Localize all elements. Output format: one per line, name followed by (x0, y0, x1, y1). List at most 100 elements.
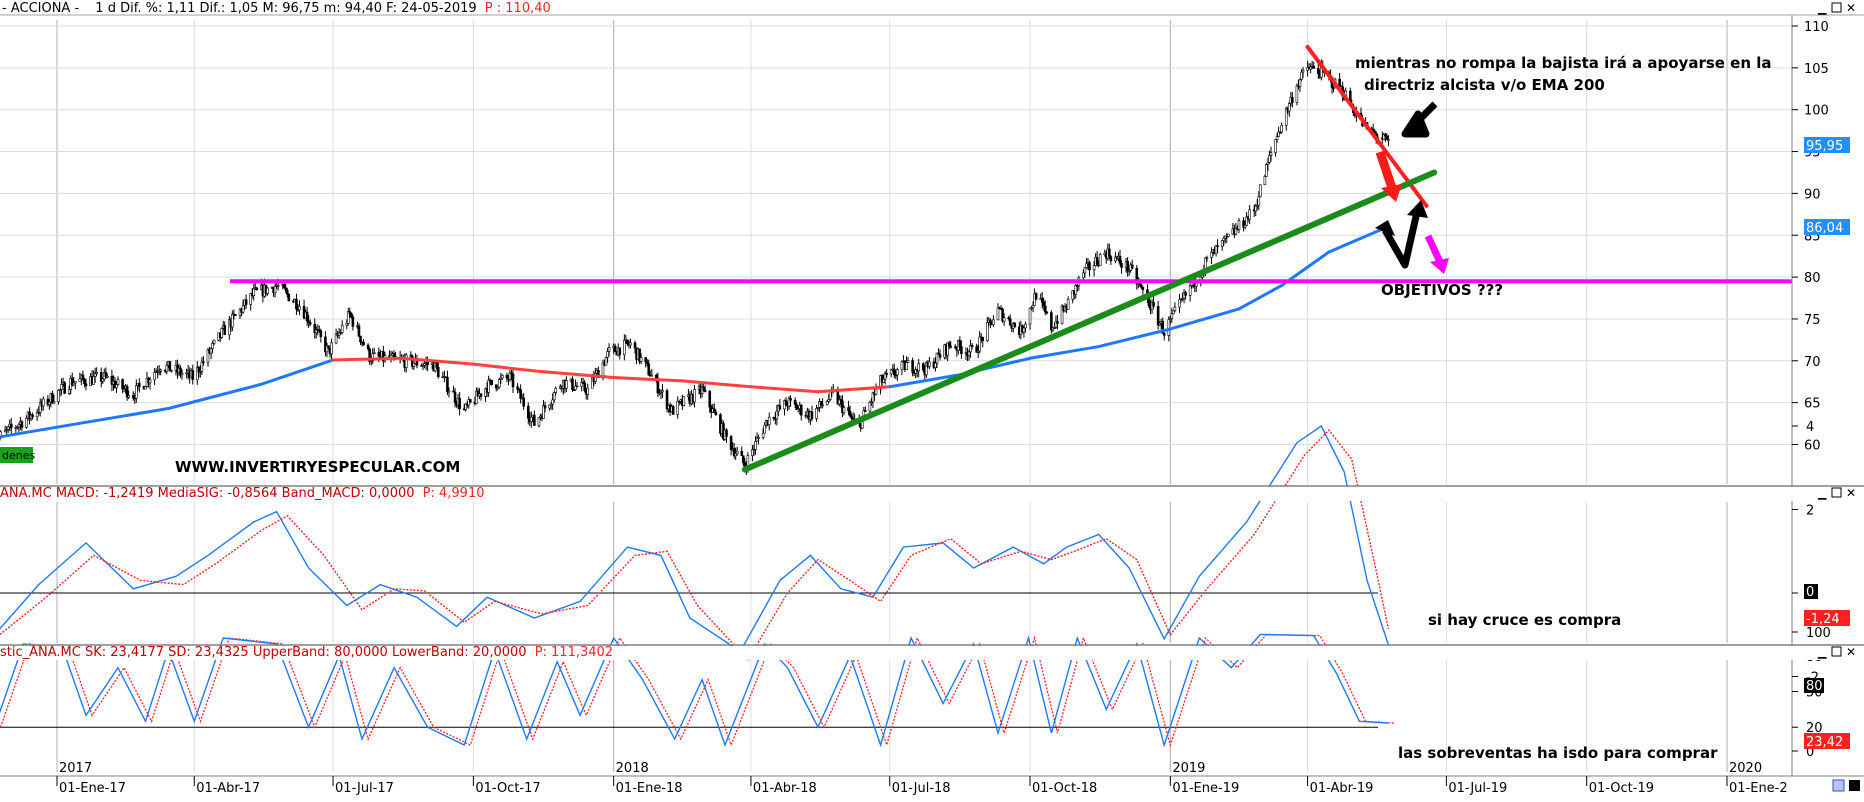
close-icon[interactable]: ✕ (1846, 645, 1856, 659)
candle-body (41, 398, 45, 407)
close-icon[interactable]: ✕ (1846, 1, 1856, 15)
ema-segment (0, 422, 80, 439)
candle-body (38, 402, 42, 413)
candle-body (871, 392, 875, 403)
minimize-icon[interactable]: ▁ (1817, 2, 1827, 15)
arrow-red-down (1375, 150, 1397, 190)
candle-body (1169, 318, 1172, 321)
candle-body (83, 379, 86, 385)
candle-body (921, 363, 925, 371)
stoch-sk-line (0, 633, 1389, 748)
candle-body (1382, 134, 1386, 140)
candle-body (864, 410, 867, 412)
candle-body (1050, 312, 1053, 331)
candle-body (665, 390, 669, 410)
candle-body (618, 347, 622, 356)
annotation-objetivos: OBJETIVOS ??? (1381, 281, 1503, 299)
candle-body (206, 349, 210, 363)
candle-body (131, 395, 135, 399)
arrow-black-zigzag-head (1407, 200, 1428, 218)
bottom-toolbar[interactable] (1832, 779, 1860, 792)
candle-body (31, 414, 34, 418)
candle-body (1222, 238, 1226, 241)
candle-body (423, 363, 426, 366)
candle-body (742, 455, 745, 464)
candle-body (348, 311, 352, 314)
candle-body (1237, 220, 1241, 230)
candle-body (1024, 323, 1027, 329)
candle-body (106, 375, 109, 378)
candle-body (371, 353, 374, 362)
arrow-black-down-left (1401, 101, 1438, 138)
candle-body (796, 408, 800, 411)
candle-body (350, 313, 353, 318)
candle-body (1214, 245, 1218, 255)
square-icon[interactable] (1849, 780, 1860, 791)
save-icon[interactable] (1832, 779, 1845, 792)
ema-segment (888, 373, 960, 389)
watermark: WWW.INVERTIRYESPECULAR.COM (175, 458, 460, 476)
candle-body (740, 451, 744, 457)
macd-window-controls[interactable]: ▁ ✕ (1817, 486, 1856, 500)
candle-body (366, 344, 370, 350)
candle-body (122, 388, 126, 391)
candle-body (789, 398, 792, 401)
candle-body (1173, 306, 1177, 312)
candle-body (934, 362, 937, 368)
candle-body (479, 393, 483, 397)
candle-body (702, 386, 705, 391)
price-tick-label: 110 (1804, 20, 1829, 35)
candle-body (464, 403, 468, 410)
candle-body (763, 424, 766, 434)
candle-body (925, 362, 928, 376)
candle-body (9, 423, 13, 429)
macd-last-label: -1,24 (1806, 612, 1840, 627)
candle-body (658, 392, 661, 395)
stoch-window-controls[interactable]: ▁ ✕ (1817, 645, 1856, 659)
candle-body (285, 289, 289, 295)
price-window-controls[interactable]: ▁ ✕ (1817, 1, 1856, 15)
candle-body (586, 387, 590, 395)
candle-body (1040, 298, 1044, 303)
x-tick-label: 01-Ene-17 (59, 781, 126, 796)
candle-body (1269, 152, 1273, 156)
maximize-icon[interactable] (1831, 2, 1842, 13)
candle-body (671, 406, 675, 415)
candle-body (542, 405, 545, 419)
stoch-tick-label: 100 (1806, 626, 1831, 641)
x-tick-label: 01-Abr-19 (1310, 781, 1374, 796)
minimize-icon[interactable]: ▁ (1817, 646, 1827, 659)
minimize-icon[interactable]: ▁ (1817, 487, 1827, 500)
candle-body (357, 325, 361, 337)
candle-body (78, 378, 82, 382)
candle-body (693, 389, 696, 403)
stoch-header-p: P: 111,3402 (535, 645, 613, 660)
candle-body (1170, 313, 1174, 320)
candle-body (35, 411, 39, 418)
candle-body (572, 389, 576, 391)
candle-body (273, 286, 277, 293)
candle-body (6, 426, 10, 430)
candle-body (1060, 305, 1064, 324)
candle-body (1275, 136, 1279, 140)
candle-body (426, 362, 429, 365)
candle-body (981, 337, 985, 342)
trendline-bajista (1305, 44, 1429, 208)
candle-body (1082, 272, 1085, 279)
candle-body (421, 365, 425, 367)
candle-body (276, 284, 280, 287)
close-icon[interactable]: ✕ (1846, 486, 1856, 500)
candle-body (255, 287, 259, 291)
maximize-icon[interactable] (1831, 646, 1842, 657)
x-tick-label: 01-Oct-17 (475, 781, 540, 796)
candle-body (825, 401, 829, 406)
candle-body (647, 363, 651, 376)
candle-body (1263, 176, 1267, 186)
candle-body (1298, 79, 1302, 87)
candle-body (958, 340, 962, 347)
candle-body (1033, 293, 1036, 306)
ema-segment (680, 379, 753, 389)
candle-body (324, 336, 327, 353)
maximize-icon[interactable] (1831, 487, 1842, 498)
candle-body (1083, 267, 1087, 274)
